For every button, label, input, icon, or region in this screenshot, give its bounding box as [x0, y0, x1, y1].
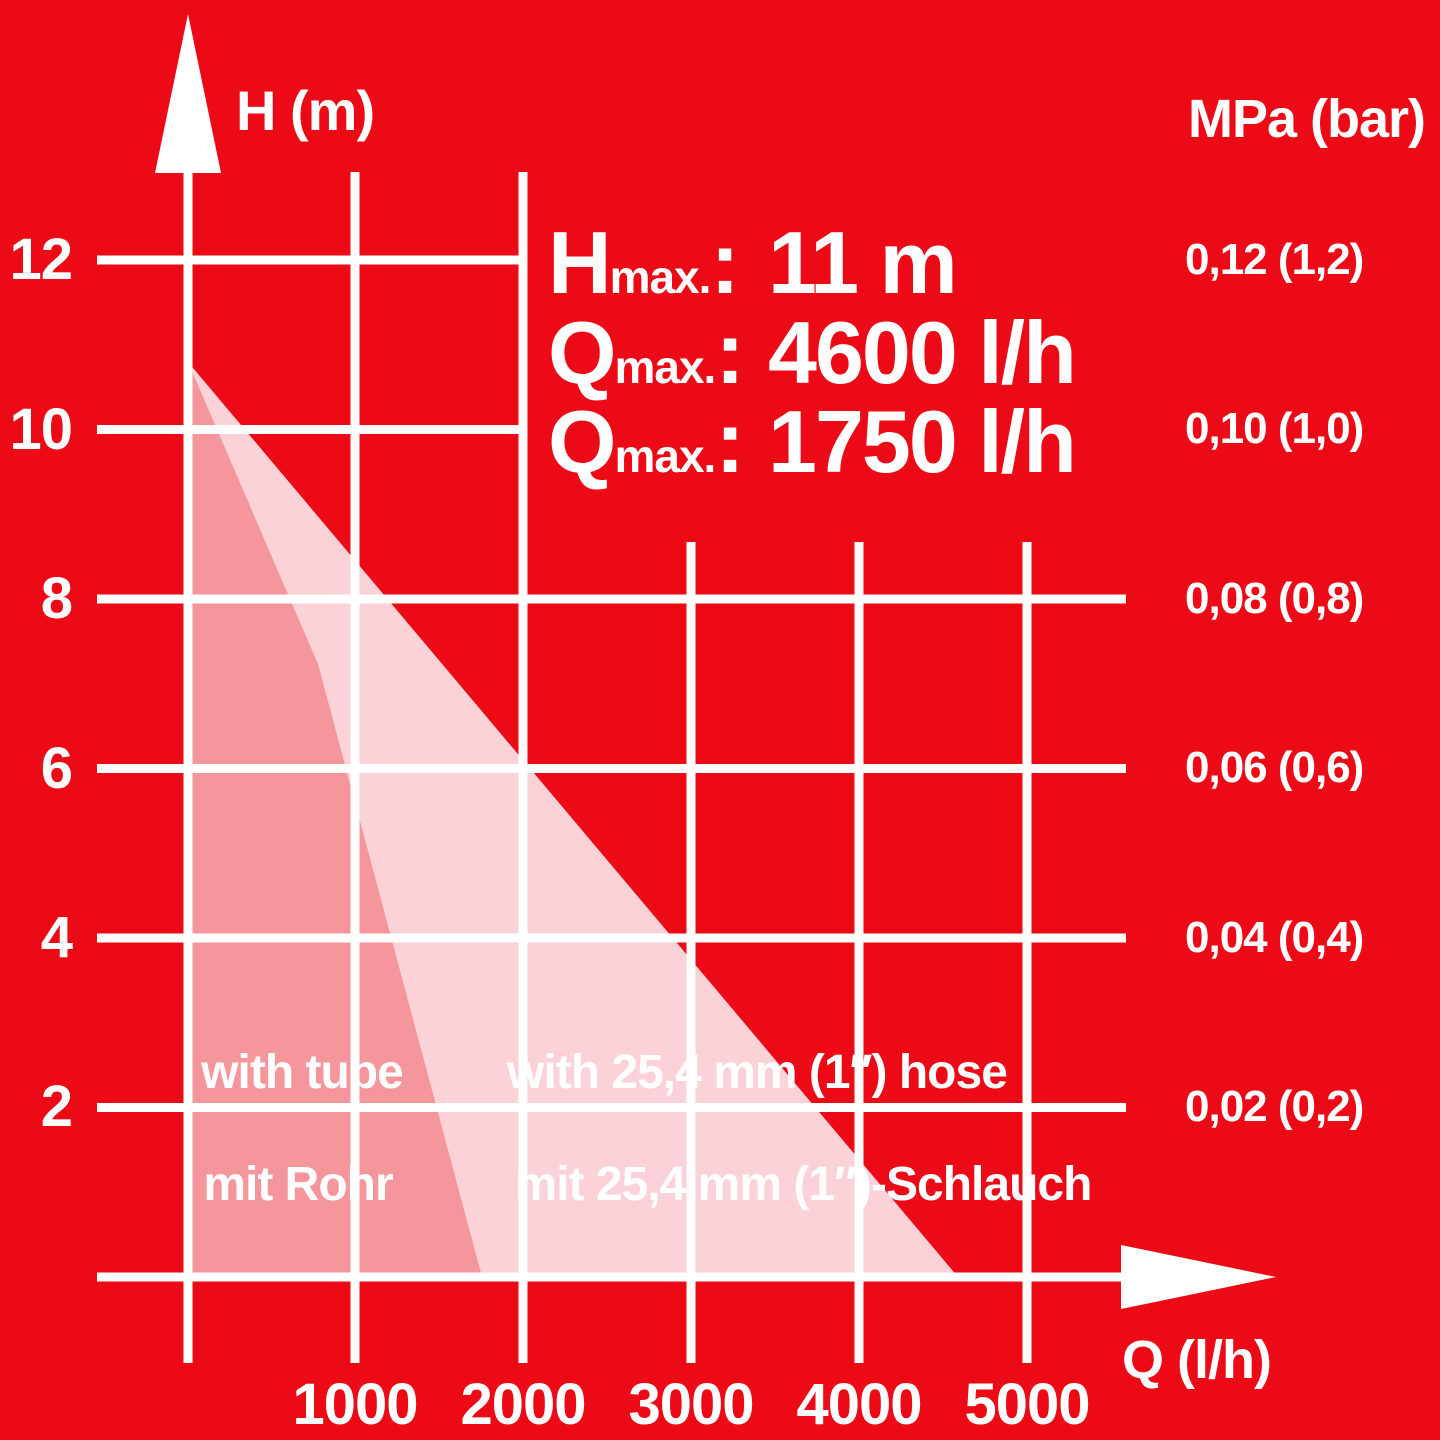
grid-hline-12m	[97, 255, 527, 265]
x-tick-3000: 3000	[628, 1372, 754, 1437]
spec-subscript: max.	[614, 341, 716, 393]
grid-vline-4000	[854, 542, 864, 1363]
grid-hline-10m	[97, 425, 527, 434]
y-axis-arrow-icon	[155, 14, 221, 173]
spec-value: 4600 l/h	[768, 303, 1077, 402]
x-axis-arrow-icon	[1121, 1245, 1276, 1309]
pressure-axis-title: MPa (bar)	[1188, 89, 1426, 149]
spec-q-max-tube: Qmax.: 1750 l/h	[548, 391, 1077, 491]
x-axis-title: Q (l/h)	[1122, 1330, 1272, 1390]
grid-vline-5000	[1022, 542, 1032, 1363]
pressure-tick-010: 0,10 (1,0)	[1185, 404, 1364, 453]
spec-h-max: Hmax.: 11 m	[548, 212, 958, 312]
grid-hline-4m	[97, 933, 1126, 943]
grid-hline-6m	[97, 764, 1126, 773]
y-tick-6: 6	[40, 736, 73, 801]
spec-symbol: H	[548, 213, 612, 312]
spec-colon: :	[715, 392, 744, 491]
y-axis-title: H (m)	[236, 79, 375, 142]
y-tick-10: 10	[9, 397, 73, 462]
hose-region-label-de: mit 25,4 mm (1″)-Schlauch	[514, 1158, 1093, 1211]
spec-colon: :	[715, 303, 744, 402]
grid-vline-3000	[686, 542, 696, 1363]
y-axis-line	[183, 160, 193, 1363]
spec-symbol: Q	[548, 392, 616, 491]
grid-hline-8m	[97, 594, 1126, 604]
y-tick-4: 4	[40, 905, 73, 970]
y-tick-8: 8	[40, 566, 73, 631]
grid-hline-2m	[97, 1103, 1126, 1112]
pressure-tick-012: 0,12 (1,2)	[1185, 235, 1364, 284]
spec-subscript: max.	[614, 430, 716, 482]
hose-region-label-en: with 25,4 mm (1″) hose	[507, 1046, 1008, 1099]
tube-performance-region	[188, 362, 482, 1277]
spec-symbol: Q	[548, 303, 616, 402]
y-tick-2: 2	[40, 1074, 73, 1139]
spec-subscript: max.	[609, 251, 712, 303]
x-tick-1000: 1000	[292, 1372, 418, 1437]
y-tick-12: 12	[9, 227, 73, 292]
pressure-tick-004: 0,04 (0,4)	[1185, 913, 1364, 962]
tube-region-label-en: with tube	[201, 1046, 404, 1099]
x-axis-line	[97, 1272, 1126, 1282]
pressure-tick-006: 0,06 (0,6)	[1185, 743, 1364, 792]
tube-region-label-de: mit Rohr	[203, 1158, 393, 1211]
x-tick-4000: 4000	[796, 1372, 922, 1437]
spec-q-max-hose: Qmax.: 4600 l/h	[548, 302, 1077, 402]
x-tick-2000: 2000	[460, 1372, 586, 1437]
spec-value: 1750 l/h	[768, 392, 1077, 491]
spec-value: 11 m	[768, 213, 958, 312]
x-tick-5000: 5000	[964, 1372, 1090, 1437]
pressure-tick-002: 0,02 (0,2)	[1185, 1082, 1364, 1131]
spec-colon: :	[710, 213, 739, 312]
pressure-tick-008: 0,08 (0,8)	[1185, 574, 1364, 623]
